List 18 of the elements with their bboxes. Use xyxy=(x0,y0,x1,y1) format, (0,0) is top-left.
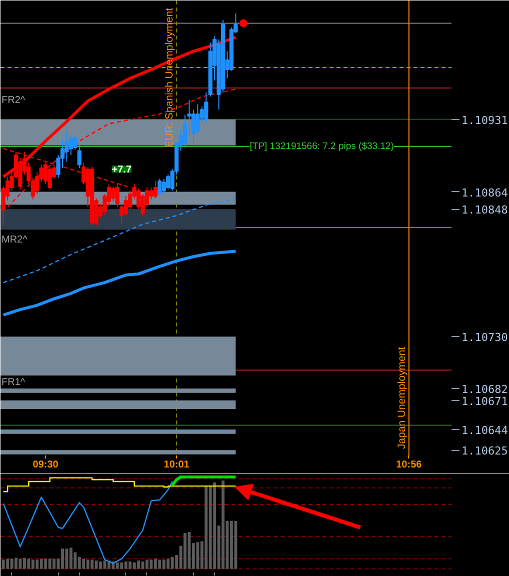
annotation: Japan Unemployment xyxy=(396,346,408,450)
annotation: [TP] 132191566: 7.2 pips ($33.12) xyxy=(250,140,394,152)
y-tick-label: 1.10625 xyxy=(462,444,508,458)
y-tick-label: 1.10682 xyxy=(462,382,508,396)
ref-line-label: FR2^ xyxy=(2,95,26,106)
y-tick-label: 1.10931 xyxy=(462,114,508,127)
y-tick-label: 1.10671 xyxy=(462,394,508,408)
annotation: EUR: Spanish Unemployment xyxy=(164,8,176,148)
x-tick-label: 10:01 xyxy=(164,460,190,470)
ref-line-label: MR2^ xyxy=(2,234,28,246)
x-tick-label: 10:56 xyxy=(396,460,422,470)
y-tick-label: 1.10848 xyxy=(462,204,508,217)
y-tick-label: 1.10644 xyxy=(462,424,508,438)
y-tick-label: 1.10864 xyxy=(462,186,508,200)
x-tick-label: 09:30 xyxy=(32,460,59,470)
ref-line-label: FR1^ xyxy=(2,377,26,388)
y-tick-label: 1.10730 xyxy=(462,331,508,344)
annotation: +7.7 xyxy=(112,164,132,176)
